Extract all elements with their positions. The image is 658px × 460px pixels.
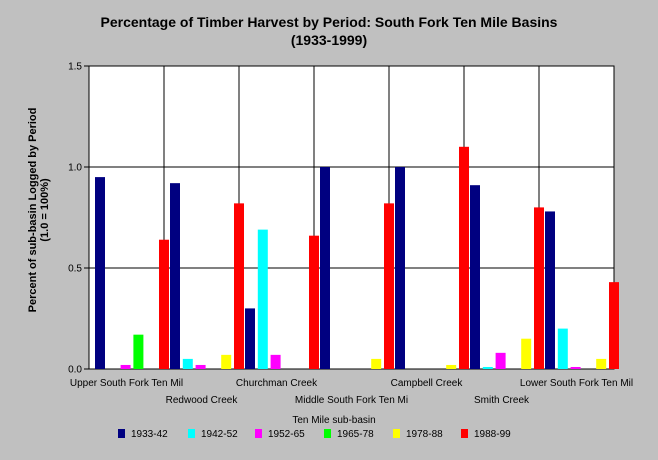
x-tick-label: Upper South Fork Ten Mil [70,378,183,389]
bar [371,358,382,369]
chart-title: Percentage of Timber Harvest by Period: … [101,14,558,30]
legend-title: Ten Mile sub-basin [292,415,375,426]
legend-swatch [461,429,468,438]
bar [270,354,281,369]
bar [221,354,232,369]
y-tick-label: 1.5 [68,62,82,73]
bar [534,207,544,369]
legend-swatch [118,429,125,438]
bar [545,211,555,369]
legend-swatch [188,429,195,438]
legend-label: 1978-88 [406,429,443,440]
legend-label: 1933-42 [131,429,168,440]
legend-label: 1942-52 [201,429,238,440]
x-tick-label: Campbell Creek [391,378,464,389]
bar [133,334,144,369]
bar [570,366,581,369]
bar [320,167,330,369]
bar [482,366,493,369]
legend-swatch [255,429,262,438]
x-tick-label: Lower South Fork Ten Mil [520,378,633,389]
bar [446,364,457,369]
bars [95,146,619,369]
bar [195,364,206,369]
y-tick-label: 0.5 [68,264,82,275]
x-axis-ticks: Upper South Fork Ten Mil Redwood Creek Chu… [70,378,633,406]
x-tick-label: Redwood Creek [166,395,239,406]
bar [170,183,180,369]
bar [470,185,480,369]
y-tick-label: 1.0 [68,163,82,174]
legend-item: 1933-42 [118,429,168,440]
y-axis-label-sub: (1.0 = 100%) [39,178,51,242]
legend-label: 1988-99 [474,429,511,440]
x-tick-label: Middle South Fork Ten Mi [295,395,408,406]
legend-item: 1942-52 [188,429,238,440]
legend-item: 1988-99 [461,429,511,440]
bar [395,167,405,369]
y-axis-ticks: 0.0 0.5 1.0 1.5 [68,62,89,376]
bar [159,239,169,369]
bar [257,229,268,369]
bar [521,338,532,369]
y-tick-label: 0.0 [68,365,82,376]
bar [609,282,619,369]
legend-item: 1978-88 [393,429,443,440]
legend-swatch [393,429,400,438]
bar [557,328,568,369]
bar [596,358,607,369]
bar [459,146,469,369]
x-tick-label: Smith Creek [474,395,530,406]
legend-label: 1965-78 [337,429,374,440]
y-axis-label: Percent of sub-basin Logged by Period [27,108,39,313]
x-tick-label: Churchman Creek [236,378,318,389]
bar [182,358,193,369]
bar [309,235,319,369]
bar [120,364,131,369]
legend-item: 1952-65 [255,429,305,440]
legend-label: 1952-65 [268,429,305,440]
legend-item: 1965-78 [324,429,374,440]
bar [95,177,105,369]
chart-subtitle: (1933-1999) [291,32,367,48]
legend-swatch [324,429,331,438]
bar [384,203,394,369]
legend: 1933-42 1942-52 1952-65 1965-78 1978-88 1988-… [118,429,511,440]
bar [234,203,244,369]
bar [245,308,255,369]
bar [495,352,506,369]
